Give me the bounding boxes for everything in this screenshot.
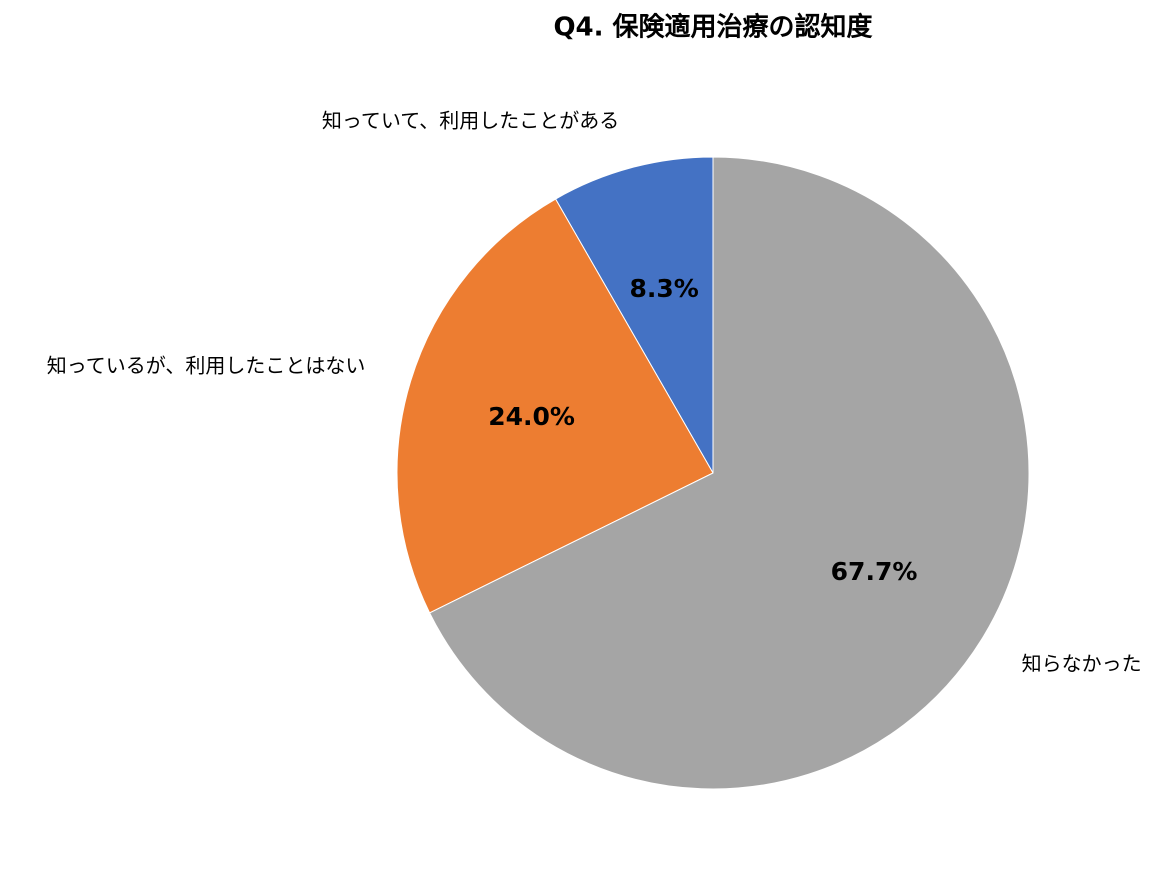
category-label: 知っていて、利用したことがある: [322, 108, 619, 132]
data-label: 67.7%: [831, 557, 918, 586]
pie-slice: [428, 156, 1030, 790]
data-label: 8.3%: [629, 274, 698, 303]
chart-title: Q4. 保険適用治療の認知度: [553, 12, 872, 43]
pie-slice: [396, 198, 714, 614]
pie-slice: [554, 156, 714, 475]
category-label: 知らなかった: [1022, 651, 1142, 675]
category-label: 知っているが、利用したことはない: [47, 354, 366, 378]
data-label: 24.0%: [488, 402, 575, 431]
